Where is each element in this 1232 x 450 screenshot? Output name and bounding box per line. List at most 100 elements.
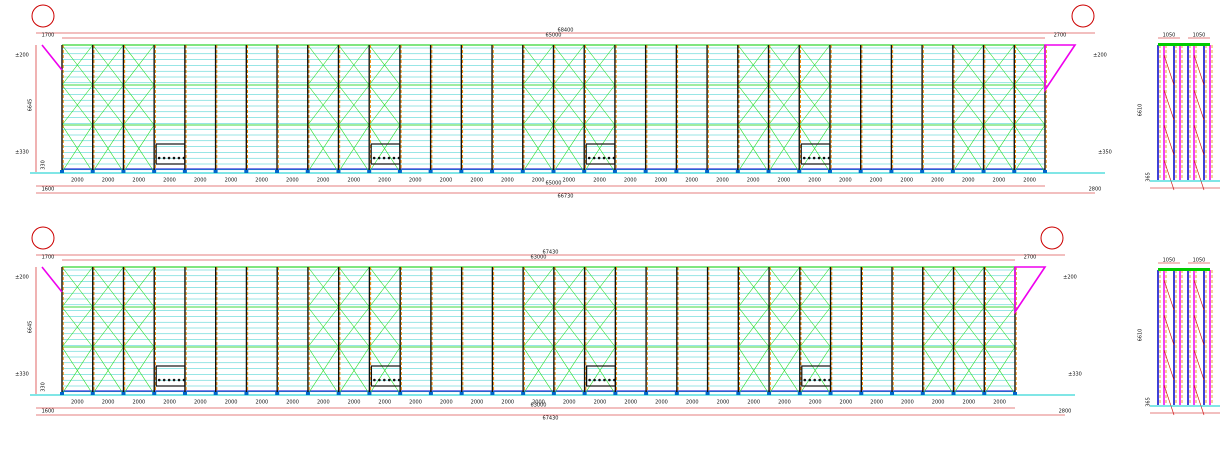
line xyxy=(338,84,370,126)
base-plate xyxy=(951,392,956,395)
base-plate xyxy=(520,170,525,173)
dimension-label: ±200 xyxy=(1063,275,1077,281)
line xyxy=(768,124,800,173)
roller xyxy=(807,156,811,160)
line xyxy=(1014,124,1046,173)
line xyxy=(1193,159,1205,191)
line xyxy=(1163,54,1175,86)
base-plate xyxy=(397,170,402,173)
roller xyxy=(167,156,171,160)
line xyxy=(123,346,155,395)
line xyxy=(768,346,801,395)
tunnel-frame xyxy=(585,143,616,165)
roller xyxy=(818,378,821,382)
base-plate xyxy=(90,392,95,395)
line xyxy=(1014,44,1046,86)
tunnel-frame xyxy=(800,143,831,165)
base-plate xyxy=(705,392,710,395)
base-plate xyxy=(828,392,833,395)
line xyxy=(953,346,985,395)
line xyxy=(553,44,585,86)
dimension-label: 2000 xyxy=(286,400,299,406)
dimension-label: 2000 xyxy=(317,178,330,184)
dimension-label: ±200 xyxy=(15,275,29,281)
dimension-label: 2000 xyxy=(71,400,84,406)
tunnel-frame xyxy=(155,143,186,165)
roller xyxy=(602,156,606,160)
dimension-label: 2000 xyxy=(163,178,176,184)
base-plate xyxy=(152,170,157,173)
base-plate xyxy=(551,392,556,395)
base-plate xyxy=(920,392,925,395)
dimension-label: 2000 xyxy=(778,400,791,406)
roller xyxy=(392,156,396,160)
dimension-label: 2000 xyxy=(624,400,637,406)
line xyxy=(522,84,554,126)
line xyxy=(583,44,616,86)
line xyxy=(338,306,370,348)
dimension-label: 330 xyxy=(41,382,47,392)
roller xyxy=(608,378,611,382)
roller xyxy=(603,378,606,382)
dimension-label: 2700 xyxy=(1024,255,1037,261)
line xyxy=(553,84,585,126)
line xyxy=(522,124,554,173)
dimension-label: 1700 xyxy=(42,255,55,261)
dimension-label: 2000 xyxy=(962,178,975,184)
base-plate xyxy=(521,392,526,395)
line xyxy=(553,306,585,348)
dimension-label: 2000 xyxy=(347,178,360,184)
line xyxy=(307,306,339,348)
roller xyxy=(613,378,616,382)
line xyxy=(1163,279,1175,311)
dimension-label: 2000 xyxy=(286,178,299,184)
dimension-label: ±200 xyxy=(1093,53,1107,59)
line xyxy=(368,44,401,86)
roller xyxy=(808,378,812,382)
line xyxy=(123,44,155,86)
base-plate xyxy=(582,170,587,173)
line xyxy=(522,44,554,86)
line xyxy=(1163,89,1175,121)
dimension-label: 65000 xyxy=(546,181,562,187)
dimension-label: 2000 xyxy=(870,400,883,406)
base-plate xyxy=(244,170,249,173)
base-plate xyxy=(121,170,126,173)
roller xyxy=(612,156,616,160)
line xyxy=(768,306,801,348)
line xyxy=(768,266,801,308)
line xyxy=(307,84,339,126)
dimension-label: 2000 xyxy=(348,400,361,406)
dimension-label: 2000 xyxy=(378,400,391,406)
end-brace xyxy=(1014,266,1047,315)
line xyxy=(61,44,93,86)
dimension-label: 2000 xyxy=(624,178,637,184)
dimension-label: 2000 xyxy=(225,400,238,406)
dimension-label: 2000 xyxy=(409,178,422,184)
dimension-label: 365 xyxy=(1146,172,1152,182)
roller xyxy=(392,378,396,382)
roller xyxy=(182,378,186,382)
dimension-label: 2000 xyxy=(163,400,176,406)
line xyxy=(1163,159,1175,191)
roller xyxy=(823,378,826,382)
dimension-label: 2000 xyxy=(840,400,853,406)
dimension-label: 6645 xyxy=(28,99,34,112)
dimension-label: 2000 xyxy=(809,400,822,406)
top-beam xyxy=(1158,43,1210,46)
line xyxy=(1193,54,1205,86)
dimension-label: 2800 xyxy=(1089,187,1102,193)
dimension-label: 1050 xyxy=(1193,33,1206,39)
roller xyxy=(182,156,186,160)
dimension-label: 2000 xyxy=(655,400,668,406)
dimension-label: 2000 xyxy=(747,178,760,184)
line xyxy=(922,266,954,308)
dimension-label: 2000 xyxy=(194,178,207,184)
dimension-label: ±350 xyxy=(1098,150,1112,156)
line xyxy=(92,124,124,173)
dimension-label: 2000 xyxy=(1023,178,1036,184)
line xyxy=(92,346,124,395)
line xyxy=(553,266,585,308)
dimension-label: 365 xyxy=(1146,397,1152,407)
line xyxy=(1193,89,1205,121)
